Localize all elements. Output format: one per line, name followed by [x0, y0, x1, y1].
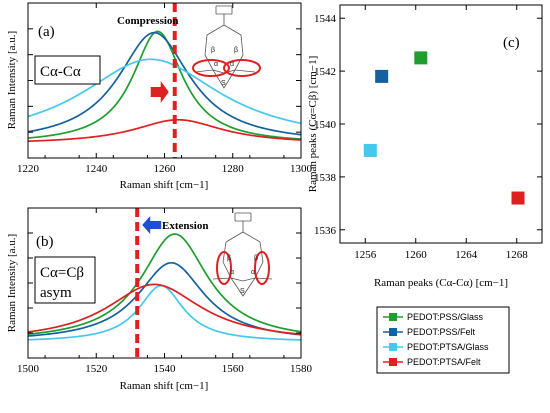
panel-b-box-line-1: Cα=Cβ [40, 265, 84, 281]
panel-c-y-tick-label: 1542 [314, 66, 336, 78]
legend-swatch-0 [389, 313, 397, 321]
panel-c-label: (c) [503, 35, 520, 51]
legend: PEDOT:PSS/Glass PEDOT:PSS/Felt PEDOT:PTSA/… [376, 306, 510, 374]
panel-c-point-0 [414, 51, 428, 65]
panel-c-x-tick-label: 1256 [354, 249, 377, 261]
panel-b-polymer-bonds [212, 277, 273, 280]
panel-a-x-axis-label: Raman shift [cm−1] [120, 179, 209, 191]
b-spectrum-0 [28, 233, 301, 336]
panel-b-extension-arrow [142, 216, 162, 234]
panel-b-arrow-shape [142, 216, 162, 234]
panel-a-arrow-shape [150, 81, 169, 103]
panel-b-molecule-diagram: β β α α S [212, 212, 273, 297]
panel-a-curves [28, 30, 301, 143]
panel-a-sulfur: S [221, 80, 226, 87]
panel-c-y-axis-label: Raman peaks (Cα=Cβ) [cm−1] [307, 56, 319, 193]
legend-items: PEDOT:PSS/Glass PEDOT:PSS/Felt PEDOT:PTSA/… [383, 312, 489, 367]
panel-b-box-frame [34, 256, 96, 304]
panel-a-compression-arrow [150, 81, 169, 103]
panel-b-alpha-right: α [251, 269, 255, 276]
panel-c-point-1 [375, 69, 389, 83]
panel-a-molecule-diagram: β β α α S [192, 5, 261, 89]
panel-b-label: (b) [36, 234, 54, 250]
b-x-tick-label: 1580 [290, 363, 313, 375]
panel-a-box-frame [34, 55, 101, 85]
panel-c-x-tick-label: 1264 [455, 249, 478, 261]
panel-a-alpha-right: α [230, 61, 234, 68]
b-x-tick-label: 1540 [154, 363, 177, 375]
legend-label-2: PEDOT:PTSA/Glass [407, 342, 489, 352]
panel-a-annotation: Compression [117, 15, 179, 27]
panel-b-curves [28, 233, 301, 341]
panel-a-label: (a) [38, 24, 55, 40]
panel-b-x-axis-label: Raman shift [cm−1] [120, 380, 209, 392]
b-spectrum-3 [28, 283, 301, 336]
a-spectrum-0 [28, 30, 301, 140]
b-spectrum-1 [28, 261, 301, 337]
panel-b-label-box: Cα=Cβ asym [34, 256, 96, 304]
panel-b-y-axis-label: Raman Intensity [a.u.] [6, 234, 18, 332]
legend-label-3: PEDOT:PTSA/Felt [407, 357, 481, 367]
panel-a-ring-right [223, 59, 261, 77]
panel-a-polymer-bonds [194, 69, 256, 73]
a-x-tick-label: 1260 [154, 163, 177, 175]
panel-a-box-text: Cα-Cα [40, 64, 81, 80]
a-spectrum-3 [28, 118, 301, 143]
panel-a-beta-left: β [211, 47, 215, 54]
a-x-tick-label: 1220 [17, 163, 40, 175]
b-x-tick-label: 1560 [222, 363, 245, 375]
panel-c-point-3 [511, 191, 525, 205]
panel-a: 1220 1240 1260 1280 1300 (a) Compression Cα-… [6, 2, 313, 191]
panel-a-x-ticks: 1220 1240 1260 1280 1300 [17, 3, 313, 175]
legend-swatch-1 [389, 328, 397, 336]
legend-label-0: PEDOT:PSS/Glass [407, 312, 484, 322]
panel-b-bond-left [216, 251, 232, 285]
panel-c-point-2 [363, 143, 377, 157]
legend-swatch-3 [389, 358, 397, 366]
a-x-tick-label: 1240 [85, 163, 108, 175]
panel-a-y-axis-label: Raman Intensity [a.u.] [6, 31, 18, 129]
panel-c-y-tick-label: 1540 [314, 119, 337, 131]
panel-b-x-ticks: 1500 1520 1540 1560 1580 [17, 208, 313, 375]
panel-c-x-tick-label: 1268 [506, 249, 529, 261]
panel-c-points [363, 51, 525, 205]
b-x-tick-label: 1500 [17, 363, 40, 375]
panel-a-label-box: Cα-Cα [34, 55, 101, 85]
panel-b-beta-left: β [227, 255, 231, 262]
panel-a-alpha-left: α [214, 61, 218, 68]
panel-a-beta-right: β [234, 47, 238, 54]
a-x-tick-label: 1280 [222, 163, 245, 175]
legend-swatch-2 [389, 343, 397, 351]
a-spectrum-2 [28, 58, 301, 125]
panel-b-box-line-2: asym [40, 285, 72, 301]
panel-c: 1256 1260 1264 1268 1536 1538 1540 1542 1544 (c)… [307, 4, 543, 289]
panel-c-y-tick-label: 1536 [314, 225, 337, 237]
panel-c-y-tick-label: 1538 [314, 172, 337, 184]
a-x-tick-label: 1300 [290, 163, 313, 175]
panel-c-x-axis-label: Raman peaks (Cα-Cα) [cm−1] [374, 277, 508, 289]
b-x-tick-label: 1520 [85, 363, 108, 375]
panel-b: 1500 1520 1540 1560 1580 (b) Extension Cα=Cβ… [6, 207, 313, 392]
panel-c-x-tick-label: 1260 [405, 249, 428, 261]
panel-b-bond-right [254, 251, 270, 285]
panel-b-sulfur: S [240, 288, 245, 295]
legend-label-1: PEDOT:PSS/Felt [407, 327, 476, 337]
panel-c-ticks: 1256 1260 1264 1268 1536 1538 1540 1542 1544 [314, 5, 542, 261]
panel-c-y-tick-label: 1544 [314, 13, 337, 25]
panel-a-ring-left [192, 59, 230, 77]
panel-b-alpha-left: α [230, 269, 234, 276]
panel-b-beta-right: β [254, 255, 258, 262]
a-spectrum-1 [28, 31, 301, 136]
panel-b-annotation: Extension [162, 220, 208, 232]
